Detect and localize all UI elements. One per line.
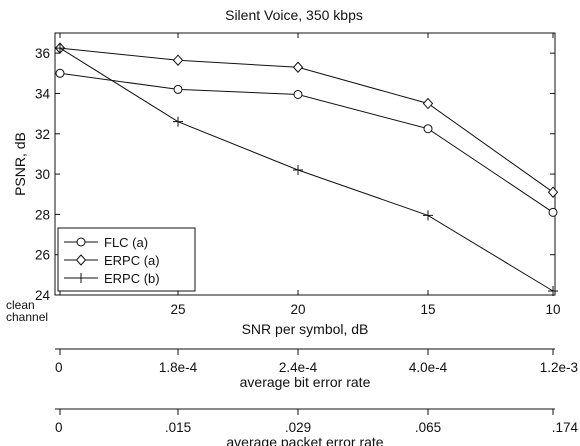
marker-diamond (292, 61, 304, 74)
secondary-tick-label: .015 (165, 420, 191, 435)
y-axis-label: PSNR, dB (12, 132, 28, 196)
x-axis: clean channel 25 20 15 10 (6, 33, 561, 324)
marker-plus (173, 116, 183, 127)
series-layer (54, 42, 559, 296)
legend-label: ERPC (a) (104, 253, 160, 268)
secondary-axes: 0 1.8e-4 2.4e-4 4.0e-4 1.2e-3 average bit err… (55, 348, 579, 446)
x-tick-label: 10 (545, 302, 560, 317)
y-tick-label: 28 (35, 207, 50, 222)
x-tick-label: 15 (420, 302, 435, 317)
x-tick-label: 20 (290, 302, 305, 317)
y-axis: 24 26 28 30 32 34 36 (35, 46, 555, 303)
plot-frame (54, 32, 556, 296)
y-tick-label: 34 (35, 86, 51, 101)
secondary-tick-label: .029 (285, 420, 311, 435)
legend: FLC (a) ERPC (a) ERPC (b) (57, 227, 196, 292)
secondary-tick-label: .065 (415, 420, 441, 435)
secondary-axis: 0 .015 .029 .065 .174 average packet error ra… (55, 408, 579, 446)
marker-diamond (547, 186, 559, 198)
marker-plus (76, 273, 86, 283)
marker-circle (423, 124, 433, 134)
y-tick-label: 36 (35, 46, 50, 61)
x-tick-label: 25 (170, 302, 185, 317)
marker-diamond (422, 97, 434, 110)
marker-diamond (75, 254, 87, 266)
marker-circle (173, 84, 183, 94)
legend-label: ERPC (b) (104, 271, 160, 286)
marker-circle (76, 237, 86, 247)
secondary-axis: 0 1.8e-4 2.4e-4 4.0e-4 1.2e-3 average bit err… (55, 348, 578, 390)
marker-plus (548, 285, 558, 296)
secondary-axis-label: average bit error rate (240, 374, 371, 390)
secondary-tick-label: 4.0e-4 (409, 360, 448, 375)
secondary-tick-label: 1.8e-4 (159, 360, 198, 375)
y-tick-label: 26 (35, 248, 50, 263)
series-erpc-a (54, 42, 559, 198)
secondary-tick-label: 0 (55, 360, 63, 375)
y-tick-label: 32 (35, 127, 50, 142)
secondary-tick-label: 2.4e-4 (279, 360, 318, 375)
x-axis-label: SNR per symbol, dB (242, 321, 369, 337)
x-tick-label: clean channel (6, 298, 48, 324)
marker-plus (423, 210, 433, 221)
secondary-tick-label: 0 (55, 420, 63, 435)
series-erpc-b (55, 43, 558, 296)
y-tick-label: 24 (35, 288, 51, 303)
y-tick-label: 30 (35, 167, 50, 182)
secondary-tick-label: .174 (552, 420, 579, 435)
chart-title: Silent Voice, 350 kbps (225, 7, 363, 23)
marker-diamond (172, 54, 184, 66)
secondary-axis-label: average packet error rate (226, 434, 383, 446)
marker-plus (293, 165, 303, 176)
marker-plus (55, 43, 65, 54)
legend-label: FLC (a) (104, 235, 148, 250)
marker-circle (293, 89, 303, 99)
marker-circle (548, 207, 558, 217)
secondary-tick-label: 1.2e-3 (540, 360, 578, 375)
series-line (59, 47, 554, 193)
series-flc-a (55, 68, 558, 217)
marker-circle (55, 68, 65, 78)
